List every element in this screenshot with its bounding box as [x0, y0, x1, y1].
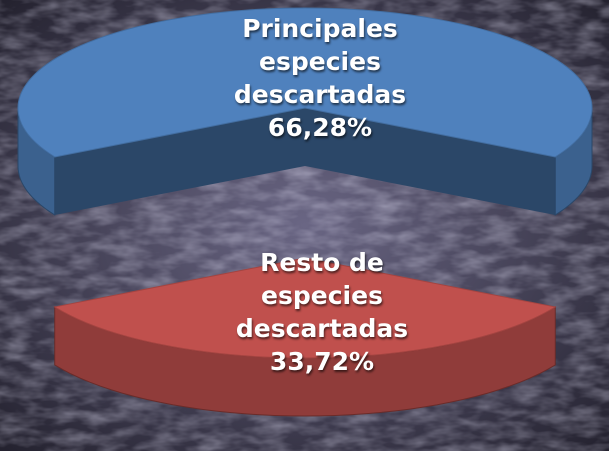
slice-label: Principales especies descartadas 66,28%: [200, 12, 440, 144]
slice-label: Resto de especies descartadas 33,72%: [202, 246, 442, 378]
slide: Principales especies descartadas 66,28% …: [0, 0, 609, 451]
category-label: Principales especies descartadas: [200, 12, 440, 111]
value-label: 33,72%: [202, 345, 442, 378]
value-label: 66,28%: [200, 111, 440, 144]
category-label: Resto de especies descartadas: [202, 246, 442, 345]
